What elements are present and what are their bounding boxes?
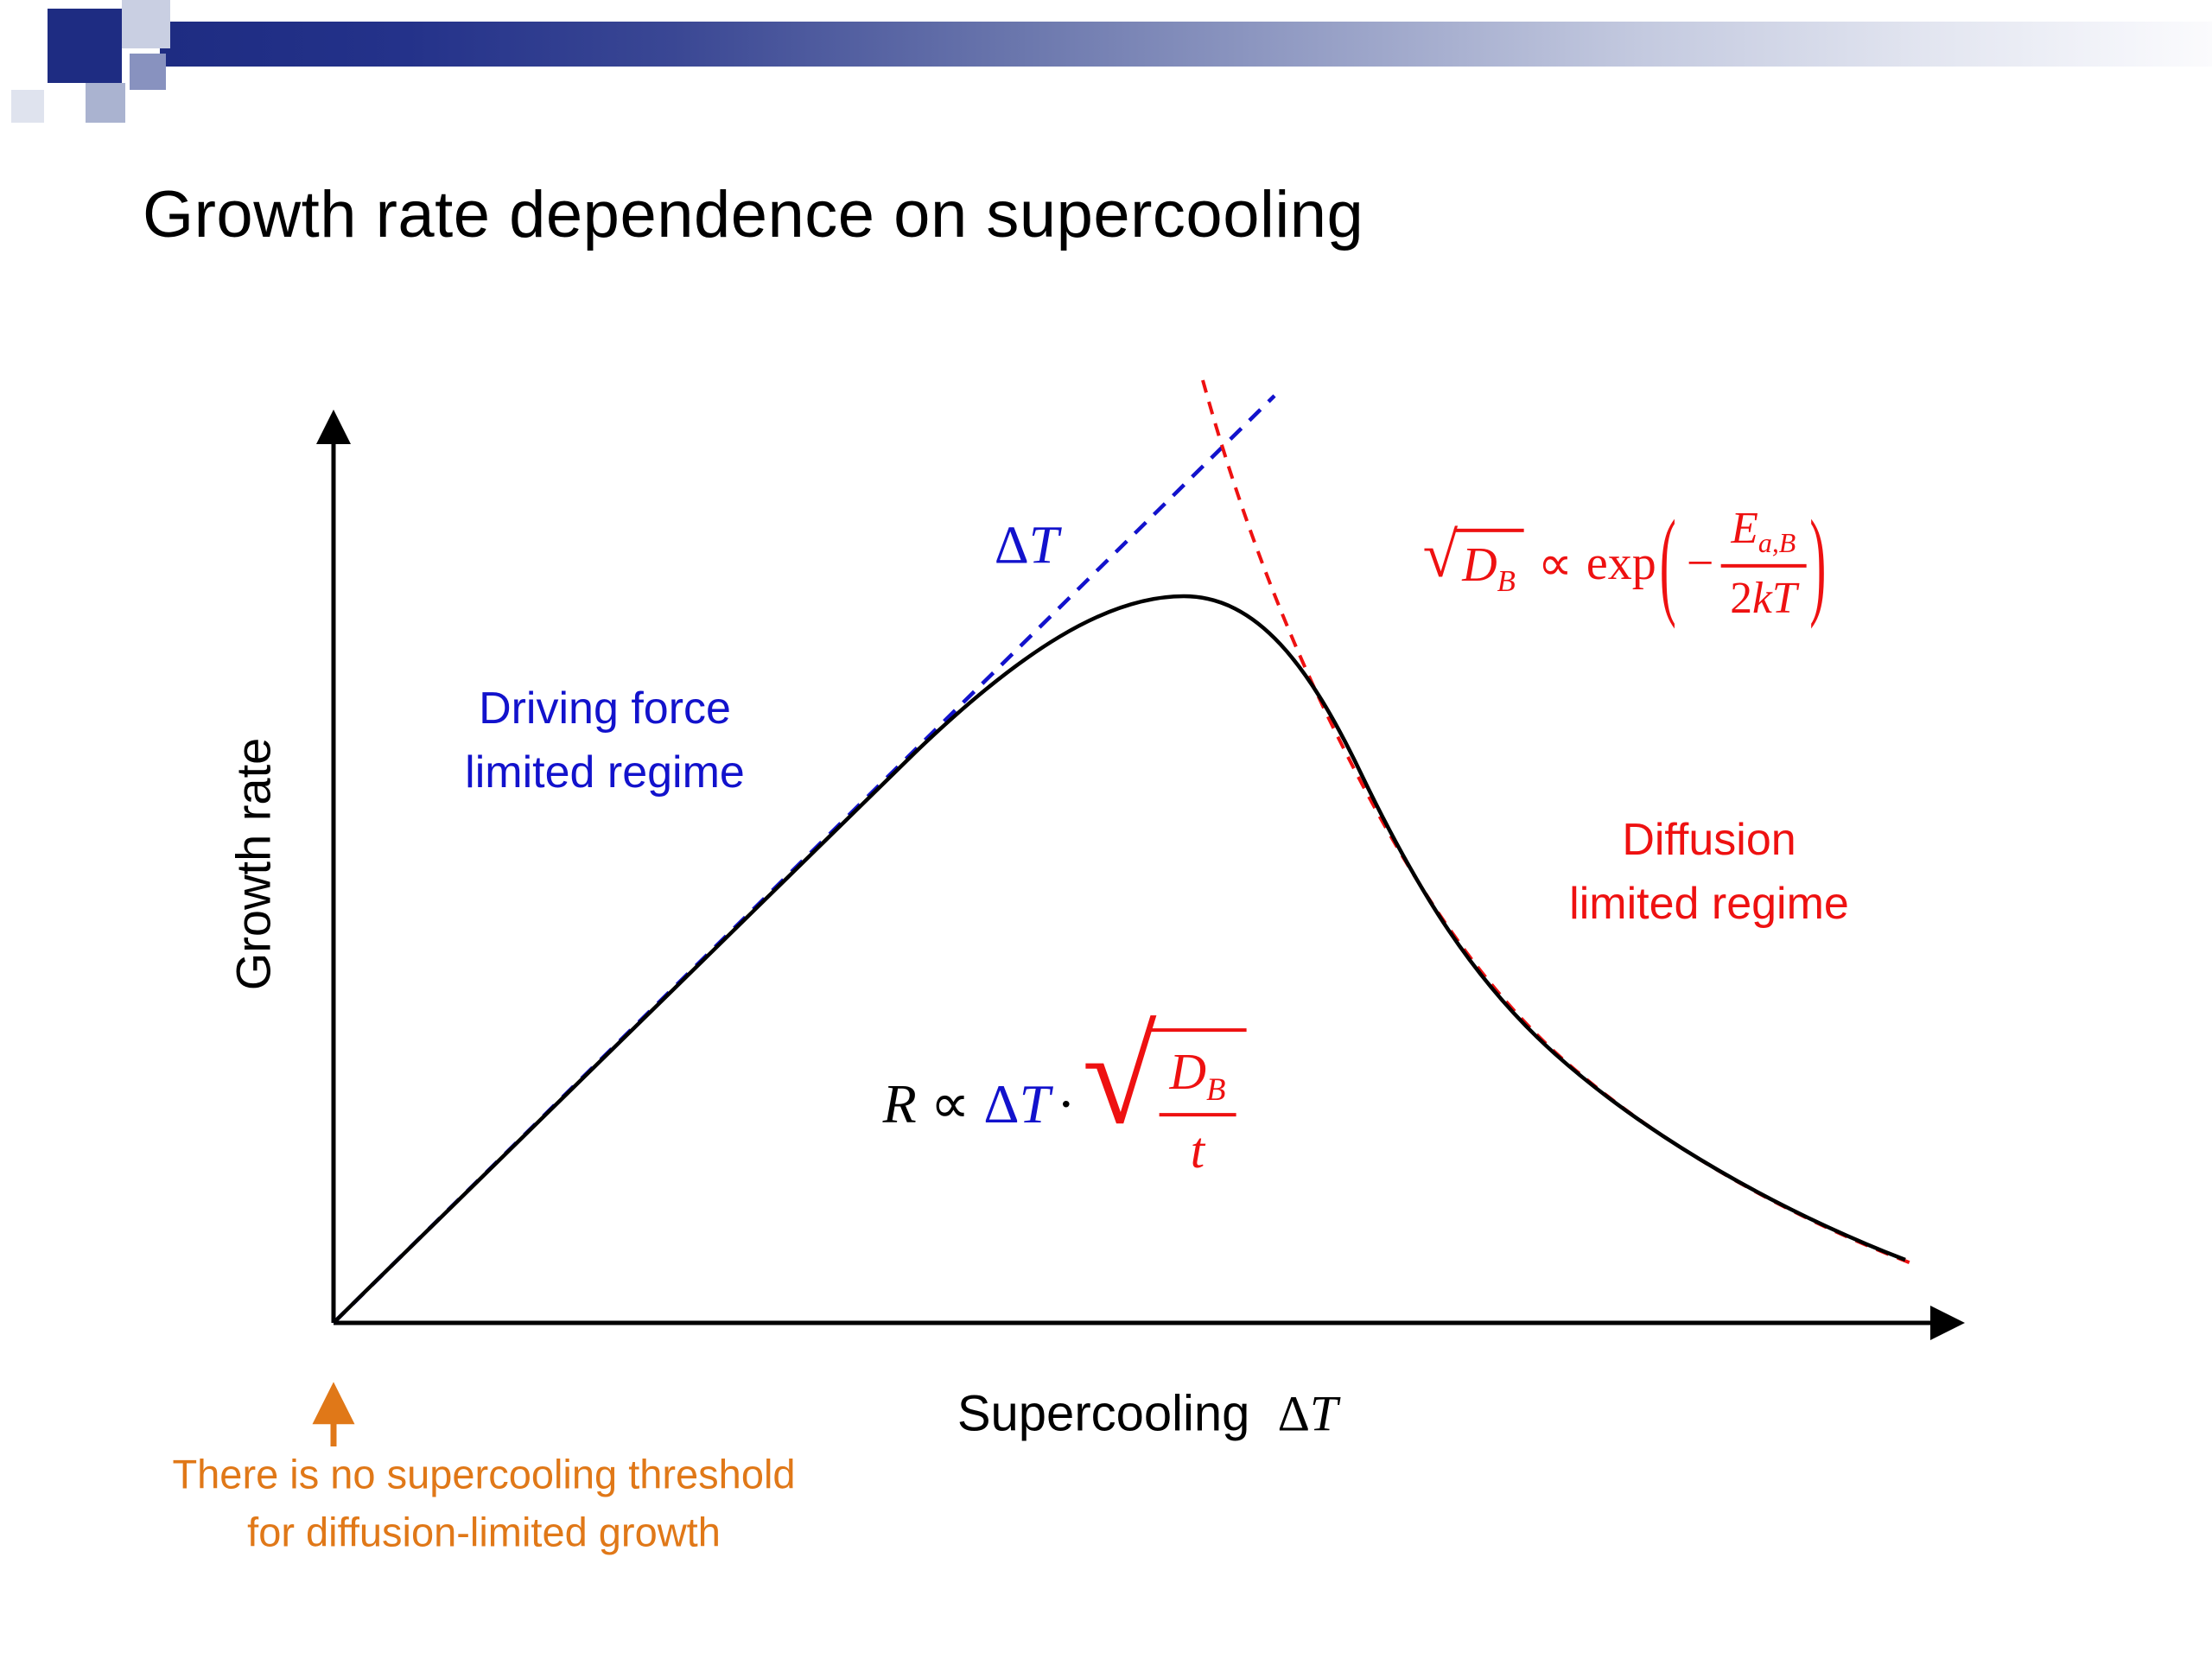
diffusion-fraction: DB t (1159, 1043, 1236, 1180)
var-D: D (1462, 537, 1497, 592)
diffusion-line1: Diffusion (1622, 815, 1796, 866)
delta-symbol: Δ (1277, 1385, 1310, 1442)
driving-force-line1: Driving force (479, 683, 731, 734)
left-paren: ( (1659, 496, 1676, 631)
var-D-sub: B (1497, 563, 1516, 598)
x-axis-label-text: Supercooling (957, 1385, 1250, 1442)
y-axis-label: Growth rate (226, 737, 281, 991)
deco-square-navy (48, 9, 122, 83)
growth-rate-curve (332, 594, 1906, 1325)
x-axis-label: Supercooling ΔT (957, 1385, 1338, 1443)
annotation-line2: for diffusion-limited growth (247, 1509, 721, 1554)
driving-force-regime-label: Driving force limited regime (465, 677, 745, 805)
proportional-sign: ∝ (1537, 537, 1573, 591)
right-paren: ) (1809, 496, 1827, 631)
delta-T-tangent-label: ΔT (995, 516, 1058, 577)
diffusion-regime-label: Diffusion limited regime (1569, 809, 1849, 937)
fraction-denominator: 2kT (1730, 568, 1796, 624)
sqrt-radical: √ DB (1422, 518, 1524, 598)
deco-square-gray (86, 83, 125, 123)
annotation-line1: There is no supercooling threshold (172, 1451, 796, 1497)
proportional-sign: ∝ (930, 1072, 970, 1135)
driving-force-line2: limited regime (465, 747, 745, 798)
radicand: DB (1453, 528, 1524, 598)
dot-operator: · (1057, 1072, 1076, 1135)
diffusion-line2: limited regime (1569, 879, 1849, 929)
var-D: D (1169, 1044, 1207, 1101)
fraction-denominator: t (1190, 1122, 1205, 1179)
x-axis-label-math: ΔT (1278, 1386, 1338, 1442)
var-R: R (882, 1072, 917, 1135)
coeff-2: 2 (1730, 574, 1752, 624)
var-E-sub: a,B (1758, 528, 1796, 559)
sqrt-sign: √ (1422, 518, 1459, 590)
var-T: T (1019, 1072, 1051, 1135)
growth-rate-formula: R ∝ ΔT · √ DB t (882, 1001, 1247, 1180)
page-title: Growth rate dependence on supercooling (143, 178, 1364, 251)
deco-square-mid (130, 54, 166, 90)
minus-sign: − (1686, 536, 1714, 590)
sqrt-radical: √ DB t (1082, 1001, 1247, 1180)
fraction-numerator: Ea,B (1720, 503, 1807, 569)
var-E: E (1731, 503, 1758, 553)
radicand: DB t (1148, 1028, 1247, 1180)
fraction-numerator: DB (1159, 1043, 1236, 1116)
no-threshold-annotation: There is no supercooling threshold for d… (172, 1446, 795, 1560)
activation-fraction: Ea,B 2kT (1720, 503, 1807, 624)
delta-T-term: ΔT (983, 1072, 1050, 1136)
header-gradient-bar (160, 22, 2212, 67)
exp-text: exp (1586, 536, 1656, 590)
deco-square-light-top (122, 0, 170, 48)
delta-symbol: Δ (983, 1072, 1020, 1135)
diffusivity-formula: √ DB ∝ exp ( − Ea,B 2kT ) (1422, 497, 1830, 630)
sqrt-sign: √ (1082, 1001, 1157, 1153)
var-D-sub: B (1206, 1071, 1226, 1107)
var-kT: kT (1751, 574, 1797, 624)
var-T: T (1309, 1385, 1338, 1442)
deco-square-pale (11, 90, 44, 123)
delta-symbol: Δ (994, 516, 1029, 575)
var-T: T (1028, 516, 1059, 575)
